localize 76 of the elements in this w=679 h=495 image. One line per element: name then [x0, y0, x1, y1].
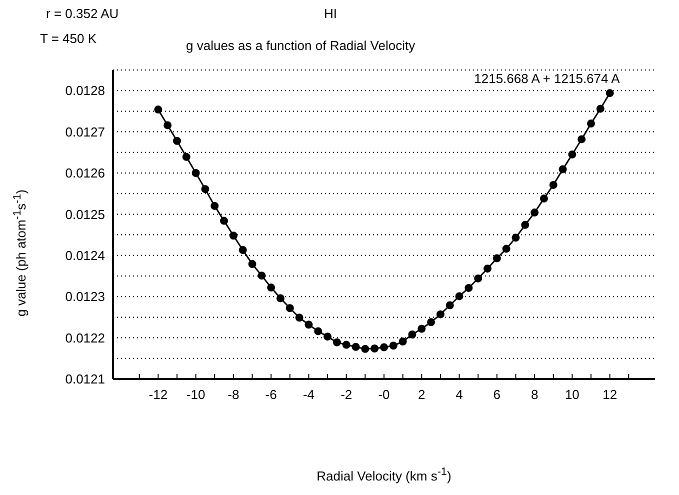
point — [521, 220, 530, 229]
y-tick-label: 0.0122 — [65, 330, 105, 346]
point — [229, 232, 238, 240]
chart-title: HI — [324, 6, 337, 21]
point — [370, 344, 379, 353]
point — [258, 272, 266, 280]
y-tick-label: 0.0124 — [65, 248, 105, 264]
y-tick-label: 0.0126 — [65, 166, 105, 181]
point — [455, 292, 464, 300]
x-tick-label: -2 — [340, 387, 352, 402]
point — [238, 246, 247, 254]
x-tick-label: -8 — [228, 387, 240, 402]
x-axis-title: Radial Velocity (km s$^{-1}$) — [316, 466, 452, 484]
point — [427, 318, 436, 326]
point — [248, 260, 256, 268]
point — [540, 194, 548, 203]
point — [295, 314, 304, 322]
point — [606, 89, 614, 98]
point — [512, 234, 520, 242]
point — [220, 216, 228, 225]
point — [314, 327, 322, 336]
x-tick-label: 8 — [530, 387, 538, 402]
point — [352, 342, 360, 351]
point — [182, 152, 190, 161]
point — [474, 274, 482, 282]
chart-subtitle: g values as a function of Radial Velocity — [186, 38, 416, 53]
point — [484, 264, 492, 273]
point — [380, 343, 388, 352]
point — [446, 301, 454, 310]
point — [596, 104, 604, 113]
point — [324, 332, 332, 341]
point — [492, 254, 501, 262]
x-tick-label: 6 — [493, 387, 501, 402]
point — [530, 208, 539, 217]
y-tick-label: 0.0123 — [65, 289, 105, 304]
point — [398, 338, 407, 346]
series-label: 1215.668 A + 1215.674 A — [474, 71, 620, 86]
point — [286, 304, 294, 312]
x-tick-label: -12 — [148, 387, 168, 402]
y-tick-label: 0.0121 — [65, 372, 105, 387]
point — [587, 120, 596, 128]
point — [502, 244, 510, 253]
x-tick-label: -0 — [378, 387, 390, 402]
point — [210, 202, 219, 210]
point — [558, 165, 567, 174]
x-tick-label: 12 — [602, 387, 618, 402]
point — [164, 121, 172, 130]
x-tick-label: -10 — [186, 387, 206, 402]
point — [418, 324, 426, 333]
y-tick-label: 0.0128 — [65, 83, 105, 98]
point — [361, 344, 370, 353]
x-tick-label: -6 — [265, 387, 277, 402]
text: r = 0.352 AU — [46, 6, 119, 21]
x-tick-label: 4 — [456, 387, 463, 402]
point — [578, 135, 586, 144]
y-tick-label: 0.0125 — [65, 206, 105, 222]
point — [267, 284, 276, 292]
point — [154, 106, 162, 114]
y-tick-label: 0.0127 — [65, 124, 105, 140]
point — [332, 338, 341, 346]
x-tick-label: 2 — [418, 387, 426, 402]
point — [389, 342, 398, 350]
point — [172, 136, 181, 145]
point — [201, 185, 210, 194]
x-tick-label: -4 — [302, 387, 315, 402]
point — [568, 150, 576, 158]
point — [464, 284, 473, 292]
point — [408, 330, 416, 339]
text: T = 450 K — [40, 31, 96, 46]
point — [436, 310, 444, 318]
point — [549, 180, 558, 189]
point — [192, 169, 200, 177]
point — [342, 340, 350, 349]
point — [276, 294, 284, 302]
x-tick-label: 10 — [564, 387, 580, 402]
point — [304, 320, 313, 329]
